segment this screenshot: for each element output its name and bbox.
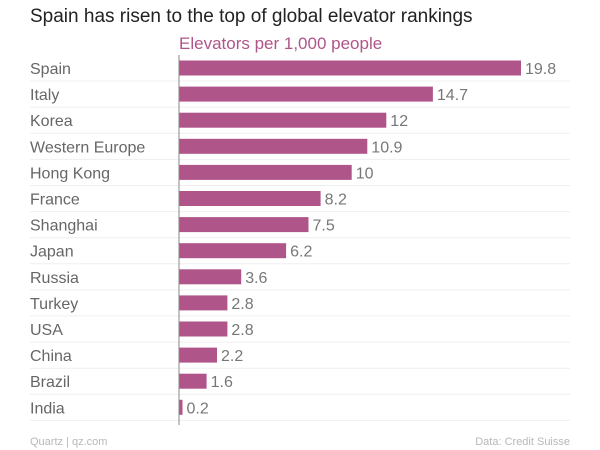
value-label: 10	[356, 165, 374, 182]
footer-source-left: Quartz | qz.com	[30, 436, 108, 448]
bar	[179, 399, 183, 415]
value-label: 2.8	[231, 296, 253, 313]
value-label: 8.2	[325, 192, 347, 209]
value-label: 2.2	[221, 348, 243, 365]
category-label: India	[30, 400, 65, 417]
value-label: 6.2	[290, 244, 312, 261]
value-label: 0.2	[187, 400, 209, 417]
category-label: Italy	[30, 87, 59, 104]
value-label: 1.6	[211, 374, 233, 391]
value-label: 10.9	[371, 139, 402, 156]
bar	[179, 164, 352, 180]
bar	[179, 373, 207, 389]
chart-subtitle: Elevators per 1,000 people	[179, 34, 383, 53]
category-label: China	[30, 348, 72, 365]
bar	[179, 217, 309, 233]
category-label: Japan	[30, 244, 74, 261]
footer-source-right: Data: Credit Suisse	[475, 436, 570, 448]
value-label: 12	[390, 113, 408, 130]
bar	[179, 269, 242, 285]
value-label: 3.6	[245, 270, 267, 287]
category-label: Western Europe	[30, 139, 145, 156]
bar	[179, 191, 321, 206]
bar	[179, 112, 387, 128]
category-label: USA	[30, 322, 63, 339]
bar-chart: Spain 19.8 Italy 14.7 Korea 12 Western Europe 1…	[30, 55, 570, 425]
bar	[179, 321, 228, 337]
category-label: Brazil	[30, 374, 70, 391]
value-label: 7.5	[313, 218, 335, 235]
category-label: Korea	[30, 113, 73, 130]
category-label: Spain	[30, 61, 71, 78]
category-label: Russia	[30, 270, 79, 287]
value-label: 14.7	[437, 87, 468, 104]
bar	[179, 86, 433, 102]
bar	[179, 295, 228, 311]
value-label: 19.8	[525, 61, 556, 78]
chart-title: Spain has risen to the top of global ele…	[30, 6, 473, 27]
category-label: France	[30, 192, 80, 209]
bar	[179, 138, 368, 154]
bar	[179, 243, 287, 259]
bar	[179, 347, 217, 363]
category-label: Turkey	[30, 296, 78, 313]
category-label: Hong Kong	[30, 165, 110, 182]
bar	[179, 60, 521, 76]
value-label: 2.8	[231, 322, 253, 339]
category-label: Shanghai	[30, 218, 98, 235]
